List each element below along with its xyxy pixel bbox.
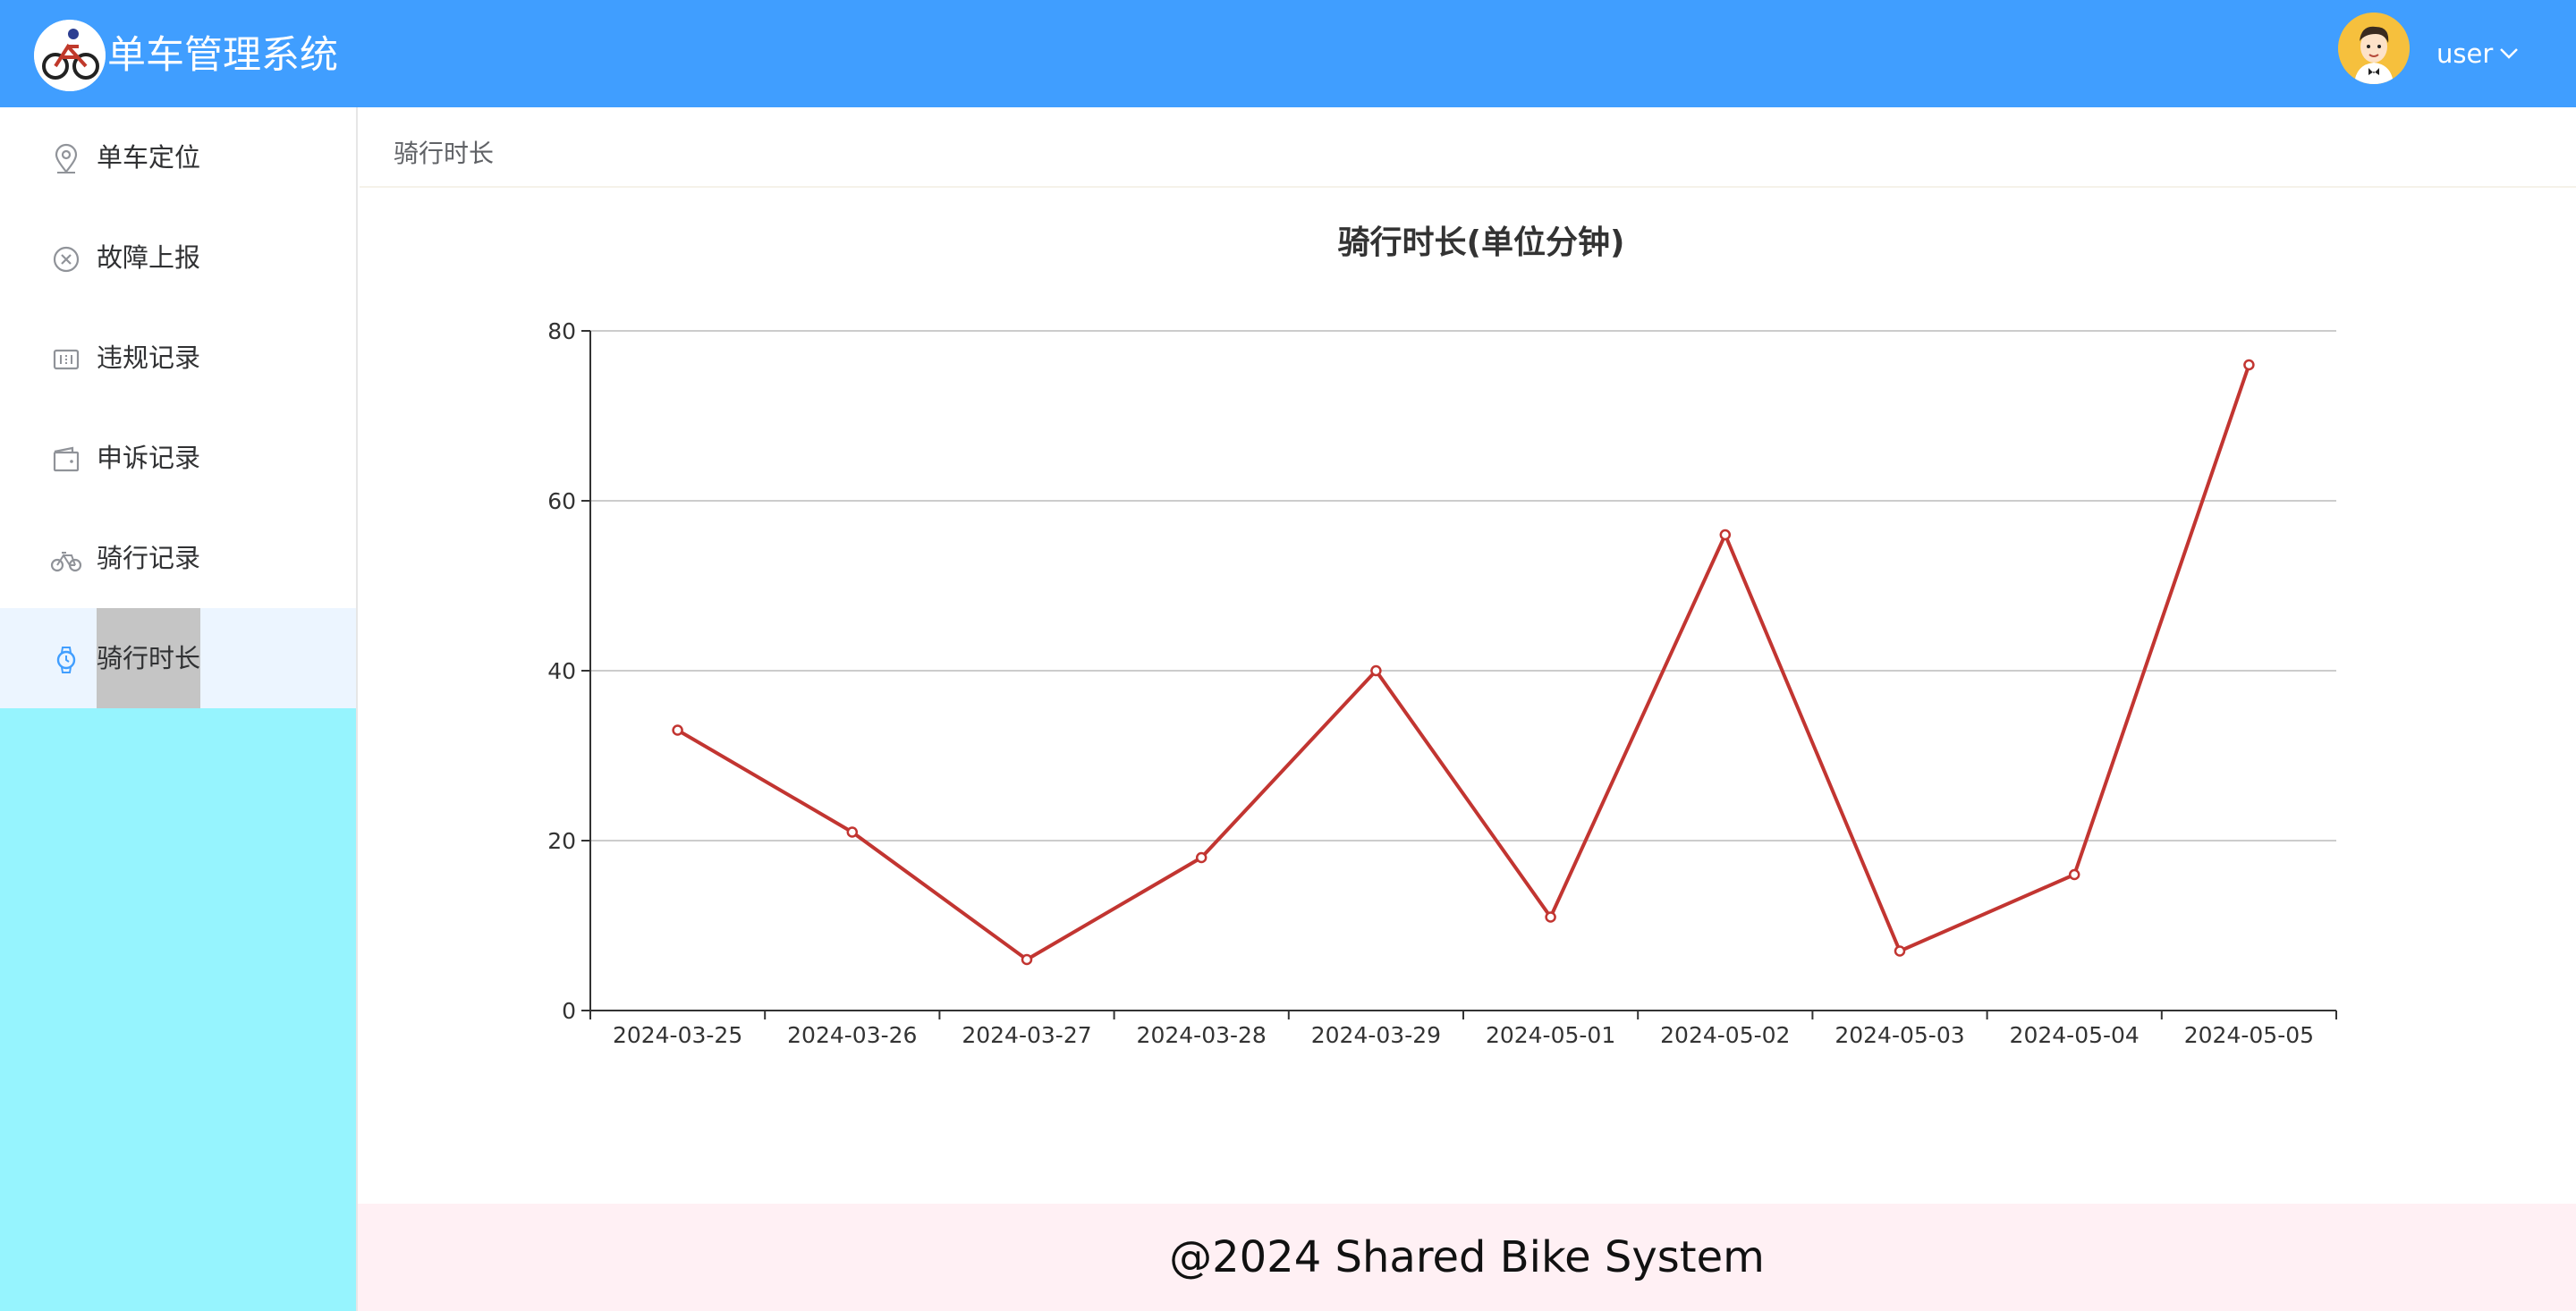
data-point [2243, 359, 2255, 371]
data-point [672, 724, 683, 736]
ride-duration-chart: 骑行时长(单位分钟) 0 20 40 60 80 2024-03-25 2024-03-26 2… [360, 190, 2576, 1202]
x-tick-label: 2024-05-04 [2010, 1022, 2140, 1048]
data-point [1545, 911, 1556, 923]
data-point [2068, 868, 2080, 881]
chevron-down-icon[interactable] [2499, 47, 2519, 63]
breadcrumb-bar: 骑行时长 [360, 107, 2576, 188]
x-tick-label: 2024-05-02 [1660, 1022, 1790, 1048]
data-point [1021, 953, 1033, 966]
user-avatar[interactable] [2338, 13, 2410, 84]
data-point [1719, 529, 1732, 541]
y-tick-label: 0 [562, 998, 576, 1024]
sidebar-item-violations[interactable]: 违规记录 [0, 308, 356, 408]
footer: @2024 Shared Bike System [358, 1204, 2576, 1311]
sidebar-item-label: 申诉记录 [97, 443, 201, 473]
x-tick-label: 2024-05-01 [1486, 1022, 1615, 1048]
y-tick-label: 80 [547, 318, 576, 344]
x-tick-label: 2024-03-29 [1311, 1022, 1441, 1048]
x-tick-label: 2024-03-25 [613, 1022, 742, 1048]
data-point [1894, 945, 1906, 957]
sidebar-item-bike-location[interactable]: 单车定位 [0, 107, 356, 207]
top-header: 单车管理系统 user [0, 0, 2576, 107]
data-point [846, 826, 859, 838]
location-pin-icon [50, 143, 82, 175]
sidebar-item-ride-records[interactable]: 骑行记录 [0, 508, 356, 608]
sidebar-item-label: 骑行记录 [97, 543, 201, 573]
watch-icon [50, 644, 82, 676]
sidebar-item-label: 骑行时长 [97, 608, 201, 708]
bicycle-icon [50, 544, 82, 576]
circle-close-icon [50, 243, 82, 275]
sidebar-item-appeals[interactable]: 申诉记录 [0, 408, 356, 508]
sidebar-item-label: 违规记录 [97, 343, 201, 373]
sidebar: 单车定位 故障上报 违规记录 [0, 107, 358, 1311]
x-tick-label: 2024-05-05 [2184, 1022, 2314, 1048]
sidebar-menu: 单车定位 故障上报 违规记录 [0, 107, 356, 708]
sidebar-item-label: 单车定位 [97, 142, 201, 173]
y-tick-label: 60 [547, 488, 576, 514]
series-line [676, 364, 2251, 961]
x-tick-label: 2024-03-28 [1137, 1022, 1267, 1048]
breadcrumb: 骑行时长 [394, 139, 495, 168]
ticket-icon [50, 343, 82, 376]
data-point [1195, 851, 1208, 864]
x-tick-label: 2024-03-26 [787, 1022, 917, 1048]
y-tick-label: 40 [547, 658, 576, 684]
sidebar-item-ride-duration[interactable]: 骑行时长 [0, 608, 356, 708]
x-tick-label: 2024-03-27 [962, 1022, 1091, 1048]
sidebar-item-fault-report[interactable]: 故障上报 [0, 207, 356, 308]
footer-text: @2024 Shared Bike System [1169, 1232, 1765, 1282]
wallet-icon [50, 444, 82, 476]
bike-logo-icon [34, 20, 106, 91]
app-title: 单车管理系统 [107, 33, 338, 78]
user-dropdown[interactable]: user [2436, 38, 2494, 69]
x-tick-label: 2024-05-03 [1835, 1022, 1964, 1048]
data-point [1370, 664, 1382, 677]
chart-title: 骑行时长(单位分钟) [1338, 224, 1625, 261]
y-tick-label: 20 [547, 828, 576, 854]
sidebar-item-label: 故障上报 [97, 242, 201, 273]
line-chart: 骑行时长(单位分钟) 0 20 40 60 80 2024-03-25 2024-03-26 2… [547, 224, 2337, 1048]
